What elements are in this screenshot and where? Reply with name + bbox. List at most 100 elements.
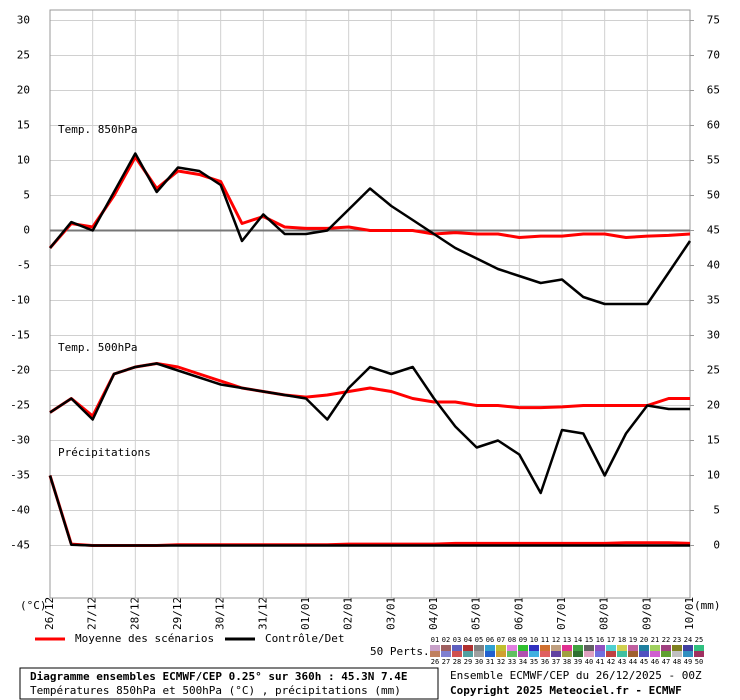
perturbation-swatch bbox=[639, 645, 649, 651]
footer-run: Ensemble ECMWF/CEP du 26/12/2025 - 00Z bbox=[450, 669, 702, 682]
x-tick-label: 31/12 bbox=[256, 597, 269, 630]
plot-border bbox=[49, 9, 691, 599]
perturbation-label: 30 bbox=[475, 658, 483, 666]
y-tick-label: 10 bbox=[17, 154, 30, 167]
perturbation-swatch bbox=[584, 651, 594, 657]
x-tick-label: 06/01 bbox=[512, 597, 525, 630]
perturbation-label: 14 bbox=[574, 636, 582, 644]
x-tick-label: 03/01 bbox=[384, 597, 397, 630]
x-tick-label: 30/12 bbox=[214, 597, 227, 630]
perturbation-label: 32 bbox=[497, 658, 505, 666]
y-tick-label: 30 bbox=[17, 14, 30, 27]
y-axis-label: (°C) bbox=[20, 599, 47, 612]
perturbation-swatch bbox=[650, 645, 660, 651]
perturbation-swatch bbox=[595, 651, 605, 657]
perturbation-label: 18 bbox=[618, 636, 626, 644]
y-tick-label: -25 bbox=[10, 399, 30, 412]
perturbation-swatch bbox=[474, 645, 484, 651]
perturbation-swatch bbox=[430, 645, 440, 651]
perturbation-label: 21 bbox=[651, 636, 659, 644]
perturbation-label: 08 bbox=[508, 636, 516, 644]
x-tick-label: 09/01 bbox=[640, 597, 653, 630]
x-tick-label: 29/12 bbox=[171, 597, 184, 630]
y-tick-label: 15 bbox=[17, 119, 30, 132]
x-tick-label: 02/01 bbox=[342, 597, 355, 630]
perturbation-swatch bbox=[617, 645, 627, 651]
perturbation-swatch bbox=[606, 651, 616, 657]
y-tick-label: -40 bbox=[10, 504, 30, 517]
perturbation-label: 44 bbox=[629, 658, 637, 666]
y2-tick-label: 35 bbox=[707, 294, 720, 307]
perturbation-swatch bbox=[661, 651, 671, 657]
legend-label: Contrôle/Det bbox=[265, 632, 344, 645]
perturbation-label: 47 bbox=[662, 658, 670, 666]
x-tick-label: 08/01 bbox=[598, 597, 611, 630]
perturbation-label: 28 bbox=[453, 658, 461, 666]
x-tick-label: 07/01 bbox=[555, 597, 568, 630]
perturbation-swatch bbox=[529, 651, 539, 657]
y-tick-label: -10 bbox=[10, 294, 30, 307]
perturbation-swatch bbox=[496, 651, 506, 657]
series-line bbox=[48, 475, 690, 547]
perturbation-swatch bbox=[452, 651, 462, 657]
perturbation-label: 06 bbox=[486, 636, 494, 644]
perturbations-label: 50 Perts. bbox=[370, 645, 430, 658]
perturbation-label: 37 bbox=[552, 658, 560, 666]
panel-label: Précipitations bbox=[58, 446, 151, 459]
perturbation-swatch bbox=[485, 645, 495, 651]
perturbation-label: 26 bbox=[431, 658, 439, 666]
y2-tick-label: 0 bbox=[713, 539, 720, 552]
perturbation-label: 12 bbox=[552, 636, 560, 644]
perturbation-swatch bbox=[463, 645, 473, 651]
y-tick-label: -20 bbox=[10, 364, 30, 377]
y2-tick-label: 15 bbox=[707, 434, 720, 447]
y2-tick-label: 60 bbox=[707, 119, 720, 132]
perturbation-label: 05 bbox=[475, 636, 483, 644]
y-tick-label: -30 bbox=[10, 434, 30, 447]
footer-title: Diagramme ensembles ECMWF/CEP 0.25° sur … bbox=[30, 670, 408, 683]
perturbation-swatch bbox=[617, 651, 627, 657]
footer-subtitle: Températures 850hPa et 500hPa (°C) , pré… bbox=[30, 684, 401, 697]
perturbation-swatch bbox=[683, 651, 693, 657]
perturbation-label: 02 bbox=[442, 636, 450, 644]
perturbation-label: 13 bbox=[563, 636, 571, 644]
y2-tick-label: 20 bbox=[707, 399, 720, 412]
x-tick-label: 28/12 bbox=[128, 597, 141, 630]
perturbation-label: 20 bbox=[640, 636, 648, 644]
perturbation-swatch bbox=[606, 645, 616, 651]
x-tick-label: 27/12 bbox=[86, 597, 99, 630]
perturbation-label: 09 bbox=[519, 636, 527, 644]
y-tick-label: 20 bbox=[17, 84, 30, 97]
perturbation-swatch bbox=[551, 651, 561, 657]
perturbation-label: 04 bbox=[464, 636, 472, 644]
perturbation-swatch bbox=[518, 651, 528, 657]
perturbation-swatch bbox=[540, 651, 550, 657]
y2-tick-label: 10 bbox=[707, 469, 720, 482]
y2-tick-label: 70 bbox=[707, 49, 720, 62]
perturbation-label: 34 bbox=[519, 658, 527, 666]
perturbation-swatch bbox=[485, 651, 495, 657]
panel-label: Temp. 850hPa bbox=[58, 123, 137, 136]
y2-tick-label: 30 bbox=[707, 329, 720, 342]
perturbation-swatch bbox=[529, 645, 539, 651]
footer-copyright: Copyright 2025 Meteociel.fr - ECMWF bbox=[450, 684, 682, 697]
y2-tick-label: 25 bbox=[707, 364, 720, 377]
footer-box bbox=[19, 667, 439, 700]
perturbation-label: 15 bbox=[585, 636, 593, 644]
perturbation-swatch bbox=[584, 645, 594, 651]
series-line bbox=[49, 152, 692, 306]
y2-tick-label: 75 bbox=[707, 14, 720, 27]
perturbation-label: 48 bbox=[673, 658, 681, 666]
perturbation-label: 23 bbox=[673, 636, 681, 644]
perturbation-swatch bbox=[551, 645, 561, 651]
y2-tick-label: 5 bbox=[713, 504, 720, 517]
perturbation-label: 01 bbox=[431, 636, 439, 644]
x-tick-label: 10/01 bbox=[683, 597, 696, 630]
y2-tick-label: 50 bbox=[707, 189, 720, 202]
legend-label: Moyenne des scénarios bbox=[75, 632, 214, 645]
y-tick-label: -5 bbox=[17, 259, 30, 272]
y2-tick-label: 65 bbox=[707, 84, 720, 97]
series-line bbox=[48, 155, 691, 249]
